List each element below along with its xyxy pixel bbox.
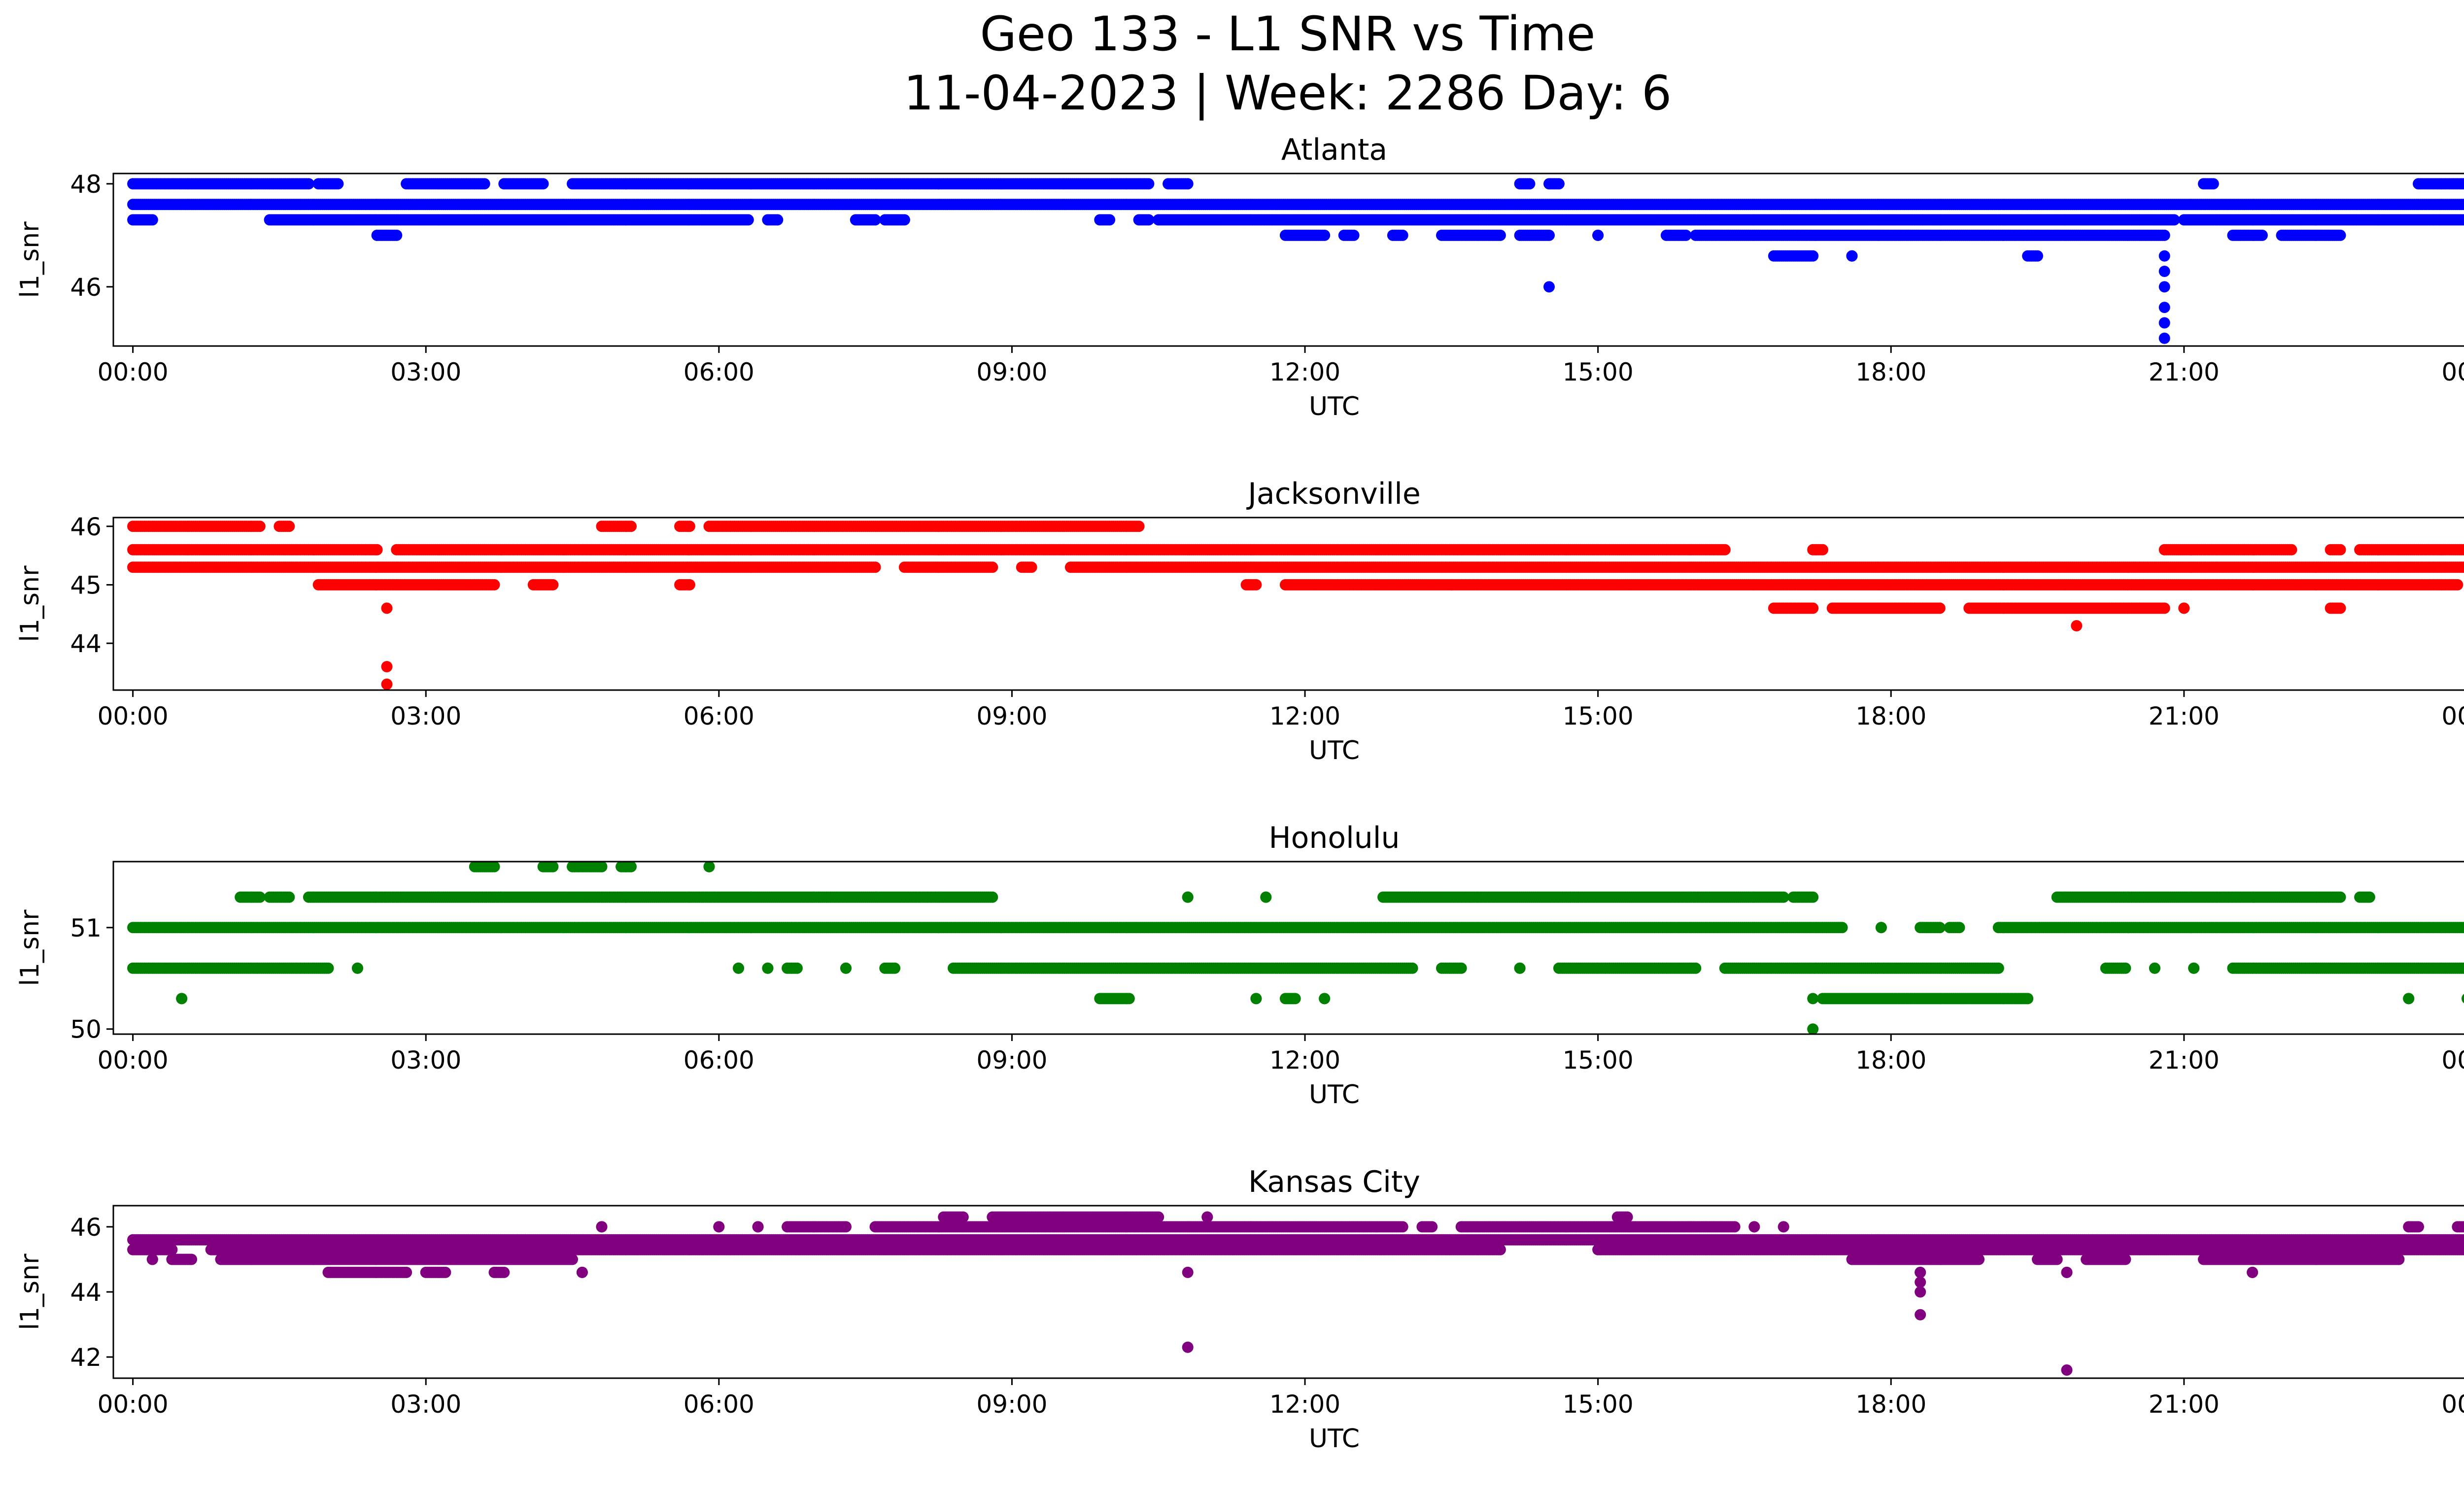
data-point — [2462, 200, 2464, 209]
x-tick-label: 06:00 — [684, 358, 754, 386]
data-point — [2334, 544, 2346, 556]
data-point — [684, 521, 695, 532]
data-point — [1143, 178, 1155, 190]
data-point-outlier — [1543, 281, 1555, 293]
data-point — [2286, 544, 2297, 556]
data-point — [1104, 214, 1116, 226]
data-point — [898, 214, 910, 226]
data-point — [1543, 229, 1555, 241]
series-band — [127, 561, 2464, 573]
data-point — [625, 521, 637, 532]
x-tick-label: 00:00 — [2441, 358, 2464, 386]
data-points — [127, 178, 2464, 344]
series-band — [127, 214, 2464, 226]
x-tick-label: 21:00 — [2149, 358, 2220, 386]
data-point — [303, 178, 314, 190]
data-point — [1846, 250, 1858, 262]
data-point — [283, 521, 295, 532]
data-point — [2334, 229, 2346, 241]
x-axis-label: UTC — [1309, 392, 1360, 421]
series-band — [127, 178, 2464, 190]
x-tick-label: 00:00 — [98, 358, 169, 386]
data-point-outlier — [2158, 332, 2170, 344]
data-point — [1348, 229, 1360, 241]
figure-title-line2: 11-04-2023 | Week: 2286 Day: 6 — [904, 66, 1672, 121]
data-point — [479, 178, 490, 190]
data-point — [869, 561, 881, 573]
data-point — [1719, 544, 1731, 556]
data-point-outlier — [2158, 302, 2170, 313]
data-point — [1143, 214, 1155, 226]
data-point — [1026, 561, 1037, 573]
data-point — [2207, 178, 2219, 190]
subplot-panels: Atlanta 00:00 03:00 06:00 09:00 12:00 15:00 18:… — [15, 133, 2464, 1454]
data-point — [1553, 178, 1565, 190]
data-point — [1182, 178, 1194, 190]
data-point — [371, 544, 383, 556]
data-point — [772, 214, 784, 226]
x-tick-label: 15:00 — [1563, 358, 1634, 386]
data-point — [332, 178, 344, 190]
data-point-outlier — [2158, 317, 2170, 329]
data-point — [1524, 178, 1536, 190]
y-tick-label: 48 — [70, 170, 102, 199]
subplot-atlanta: Atlanta 00:00 03:00 06:00 09:00 12:00 15:00 18:… — [15, 133, 2464, 421]
data-point — [1494, 229, 1506, 241]
data-point — [2168, 214, 2180, 226]
data-point — [869, 214, 881, 226]
data-point-outlier — [2158, 250, 2170, 262]
data-point — [1680, 229, 1692, 241]
data-point — [1807, 250, 1819, 262]
data-point — [1397, 229, 1408, 241]
data-point — [1133, 521, 1145, 532]
data-point — [537, 178, 549, 190]
data-point — [742, 214, 754, 226]
data-point — [1592, 229, 1604, 241]
y-tick-label: 46 — [70, 273, 102, 302]
subplot-title: Jacksonville — [1246, 477, 1421, 511]
data-point-outlier — [2158, 281, 2170, 293]
subplot-title: Atlanta — [1281, 133, 1387, 167]
data-point — [2462, 179, 2464, 189]
data-point — [391, 229, 403, 241]
x-tick-label: 18:00 — [1855, 358, 1926, 386]
data-point — [1319, 229, 1331, 241]
data-point — [146, 214, 158, 226]
x-tick-label: 12:00 — [1269, 358, 1340, 386]
data-point — [2256, 229, 2268, 241]
data-point — [1817, 544, 1828, 556]
data-point — [987, 561, 998, 573]
figure-title-line1: Geo 133 - L1 SNR vs Time — [980, 6, 1596, 62]
series-band — [127, 199, 2464, 210]
y-axis-label: l1_snr — [15, 221, 45, 298]
data-point — [2032, 250, 2043, 262]
data-point — [2158, 229, 2170, 241]
x-tick-label: 03:00 — [390, 358, 461, 386]
data-point — [254, 521, 266, 532]
x-tick-label: 09:00 — [976, 358, 1047, 386]
data-point-outlier — [2158, 266, 2170, 277]
